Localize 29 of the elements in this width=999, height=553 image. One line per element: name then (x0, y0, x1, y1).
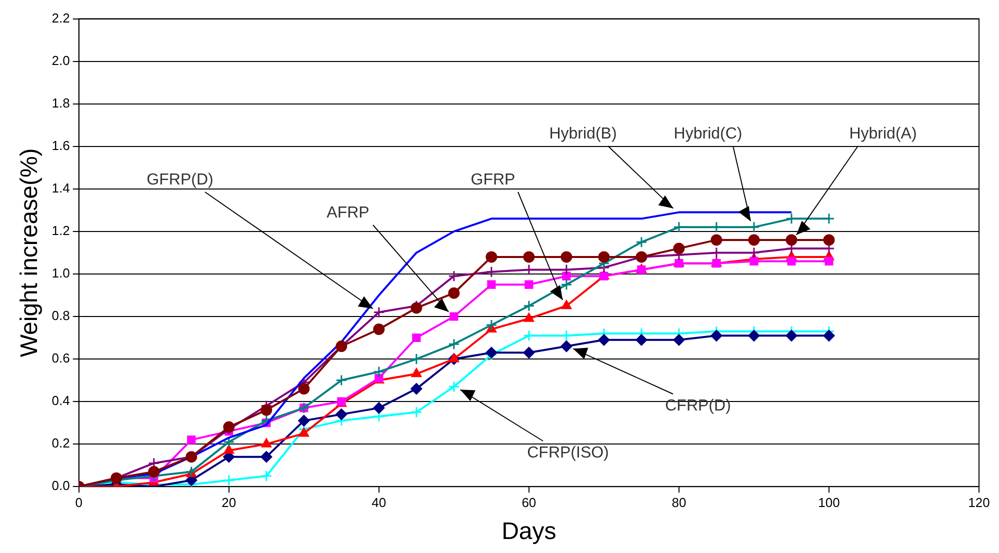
y-tick-label: 1.4 (52, 180, 70, 196)
y-tick-label: 0.2 (52, 436, 70, 451)
x-tick-label: 0 (75, 494, 82, 510)
text: GFRP (470, 171, 516, 188)
y-tick-label: 1.0 (52, 266, 70, 281)
text: AFRP (326, 204, 370, 222)
y-tick-label: 2.0 (52, 52, 70, 68)
y-tick-label: 2.2 (52, 10, 70, 26)
y-axis-title: Weight increase(%) (16, 148, 44, 358)
y-tick-label: 0.0 (52, 478, 70, 494)
x-axis-title: Days (502, 518, 556, 546)
y-tick-label: 1.6 (52, 138, 70, 153)
text: CFRP(ISO) (527, 444, 609, 462)
y-tick-label: 1.8 (52, 95, 70, 110)
text: Hybrid(A) (849, 125, 917, 142)
x-tick-label: 60 (522, 494, 536, 510)
y-tick-label: 1.2 (52, 223, 70, 238)
y-tick-label: 0.6 (52, 350, 70, 366)
x-tick-label: 20 (222, 494, 236, 510)
text: Hybrid(C) (674, 125, 742, 142)
x-tick-label: 80 (672, 494, 686, 510)
x-tick-label: 120 (968, 494, 990, 510)
text: Hybrid(B) (549, 125, 617, 142)
x-tick-label: 100 (818, 494, 840, 510)
text: GFRP(D) (146, 171, 214, 188)
y-tick-label: 0.4 (52, 393, 70, 408)
text: CFRP(D) (665, 397, 731, 414)
y-tick-label: 0.8 (52, 308, 70, 324)
x-tick-label: 40 (372, 494, 386, 510)
